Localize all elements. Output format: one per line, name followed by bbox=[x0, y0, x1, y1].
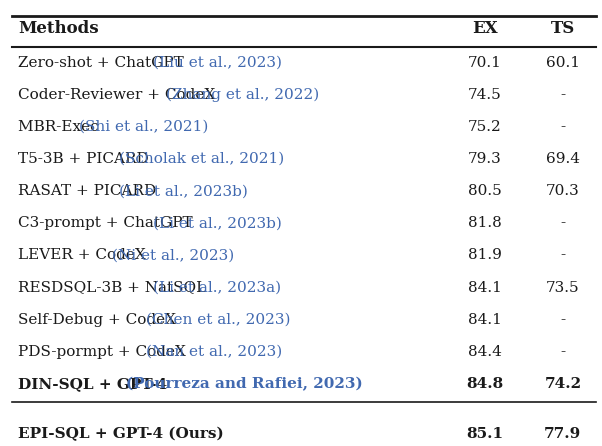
Text: 74.2: 74.2 bbox=[544, 377, 582, 391]
Text: 74.5: 74.5 bbox=[468, 88, 501, 102]
Text: -: - bbox=[560, 248, 565, 262]
Text: LEVER + CodeX: LEVER + CodeX bbox=[18, 248, 150, 262]
Text: Zero-shot + ChatGPT: Zero-shot + ChatGPT bbox=[18, 56, 188, 70]
Text: 73.5: 73.5 bbox=[546, 281, 580, 294]
Text: 84.8: 84.8 bbox=[466, 377, 503, 391]
Text: T5-3B + PICARD: T5-3B + PICARD bbox=[18, 152, 154, 166]
Text: (Chen et al., 2023): (Chen et al., 2023) bbox=[146, 313, 291, 326]
Text: (Shi et al., 2021): (Shi et al., 2021) bbox=[79, 120, 208, 134]
Text: Coder-Reviewer + CodeX: Coder-Reviewer + CodeX bbox=[18, 88, 216, 102]
Text: MBR-Exec: MBR-Exec bbox=[18, 120, 104, 134]
Text: -: - bbox=[560, 313, 565, 326]
Text: -: - bbox=[560, 88, 565, 102]
Text: 79.3: 79.3 bbox=[468, 152, 501, 166]
Text: EPI-SQL + GPT-4 (Ours): EPI-SQL + GPT-4 (Ours) bbox=[18, 427, 224, 441]
Text: (Ni et al., 2023): (Ni et al., 2023) bbox=[113, 248, 235, 262]
Text: 75.2: 75.2 bbox=[468, 120, 501, 134]
Text: Methods: Methods bbox=[18, 20, 99, 37]
Text: 70.1: 70.1 bbox=[468, 56, 501, 70]
Text: RASAT + PICARD: RASAT + PICARD bbox=[18, 184, 161, 198]
Text: (Li et al., 2023b): (Li et al., 2023b) bbox=[119, 184, 248, 198]
Text: 85.1: 85.1 bbox=[466, 427, 503, 441]
Text: 70.3: 70.3 bbox=[546, 184, 580, 198]
Text: (Li et al., 2023b): (Li et al., 2023b) bbox=[153, 216, 282, 230]
Text: -: - bbox=[560, 216, 565, 230]
Text: 81.9: 81.9 bbox=[468, 248, 501, 262]
Text: 84.4: 84.4 bbox=[468, 345, 501, 359]
Text: 80.5: 80.5 bbox=[468, 184, 501, 198]
Text: (Scholak et al., 2021): (Scholak et al., 2021) bbox=[119, 152, 285, 166]
Text: 60.1: 60.1 bbox=[546, 56, 580, 70]
Text: (Nan et al., 2023): (Nan et al., 2023) bbox=[146, 345, 282, 359]
Text: (Liu et al., 2023): (Liu et al., 2023) bbox=[153, 56, 282, 70]
Text: 77.9: 77.9 bbox=[544, 427, 582, 441]
Text: EX: EX bbox=[472, 20, 497, 37]
Text: TS: TS bbox=[551, 20, 575, 37]
Text: (Pourreza and Rafiei, 2023): (Pourreza and Rafiei, 2023) bbox=[126, 377, 362, 391]
Text: 69.4: 69.4 bbox=[546, 152, 580, 166]
Text: -: - bbox=[560, 120, 565, 134]
Text: RESDSQL-3B + NatSQL: RESDSQL-3B + NatSQL bbox=[18, 281, 211, 294]
Text: DIN-SQL + GPT-4: DIN-SQL + GPT-4 bbox=[18, 377, 172, 391]
Text: (Li et al., 2023a): (Li et al., 2023a) bbox=[153, 281, 281, 294]
Text: PDS-pormpt + CodeX: PDS-pormpt + CodeX bbox=[18, 345, 191, 359]
Text: (Zhang et al., 2022): (Zhang et al., 2022) bbox=[166, 88, 320, 102]
Text: 84.1: 84.1 bbox=[468, 281, 501, 294]
Text: Self-Debug + CodeX: Self-Debug + CodeX bbox=[18, 313, 181, 326]
Text: C3-prompt + ChatGPT: C3-prompt + ChatGPT bbox=[18, 216, 197, 230]
Text: 81.8: 81.8 bbox=[468, 216, 501, 230]
Text: 84.1: 84.1 bbox=[468, 313, 501, 326]
Text: -: - bbox=[560, 345, 565, 359]
